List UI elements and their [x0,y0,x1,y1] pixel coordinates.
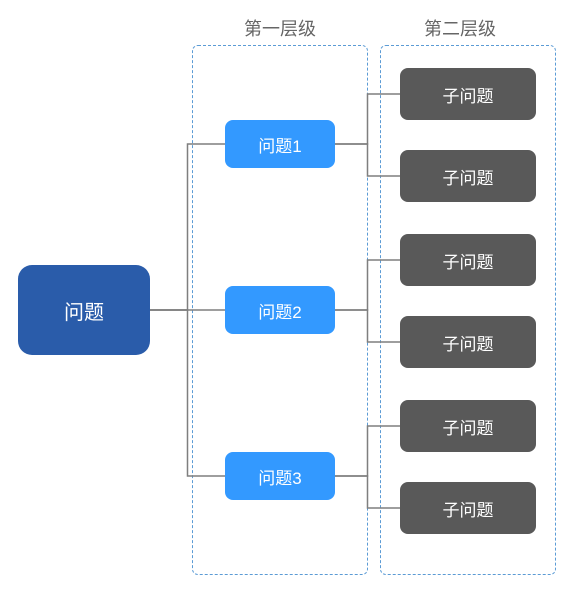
level1-node-label: 问题3 [258,464,301,489]
level2-node: 子问题 [400,400,536,452]
level2-node: 子问题 [400,482,536,534]
level2-node-label: 子问题 [443,496,494,521]
level2-node-label: 子问题 [443,414,494,439]
level2-node-label: 子问题 [443,248,494,273]
level2-node-label: 子问题 [443,82,494,107]
level1-node-label: 问题2 [258,298,301,323]
level2-node: 子问题 [400,150,536,202]
level2-node: 子问题 [400,234,536,286]
level1-node-label: 问题1 [258,132,301,157]
level1-node-q2: 问题2 [225,286,335,334]
level1-header: 第一层级 [200,15,360,41]
level1-node-q1: 问题1 [225,120,335,168]
level2-header: 第二层级 [380,15,540,41]
diagram-canvas: 第一层级 第二层级 问题 问题1 问题2 问题3 子问题 子问题 子问题 子问题… [0,0,569,591]
level1-node-q3: 问题3 [225,452,335,500]
root-node-label: 问题 [64,296,104,325]
level2-node-label: 子问题 [443,330,494,355]
level2-node: 子问题 [400,68,536,120]
root-node: 问题 [18,265,150,355]
level2-node-label: 子问题 [443,164,494,189]
level2-node: 子问题 [400,316,536,368]
